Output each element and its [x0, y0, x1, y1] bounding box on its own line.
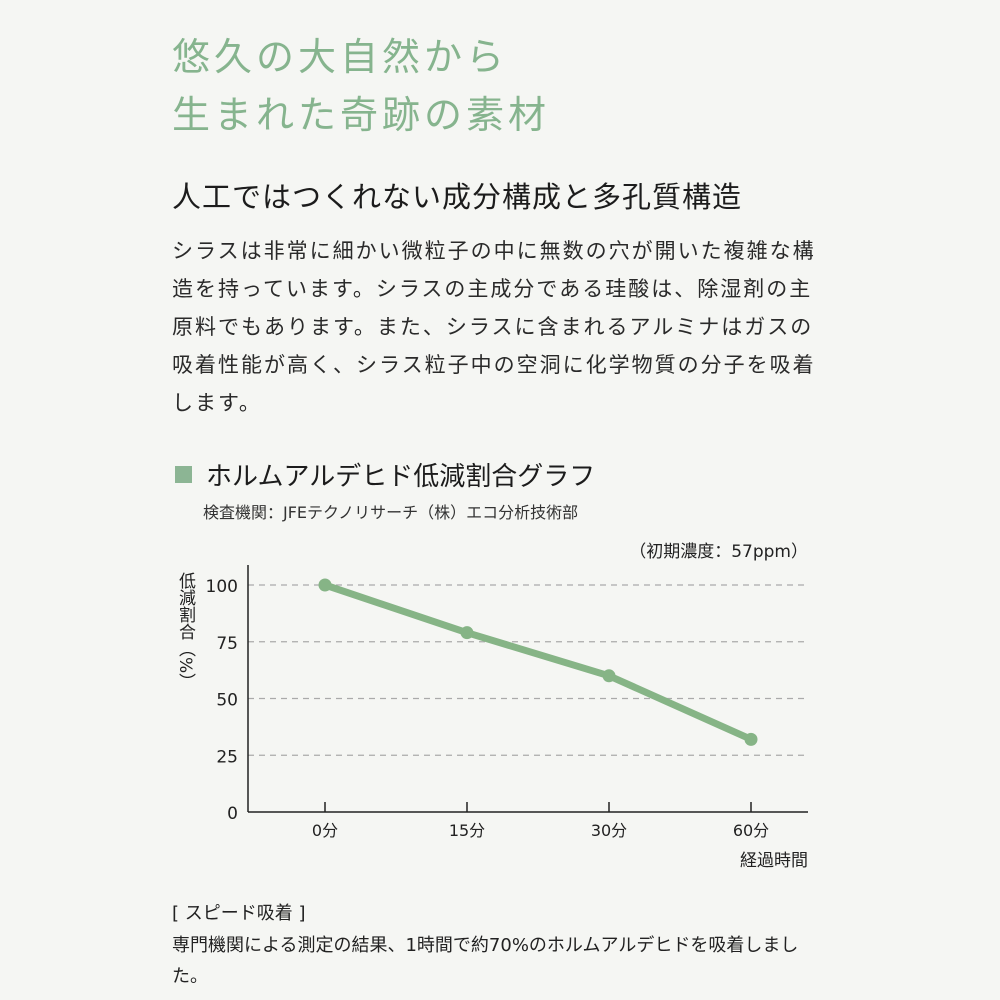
data-point: [744, 732, 758, 746]
test-agency: 検査機関：JFEテクノリサーチ（株）エコ分析技術部: [203, 503, 579, 522]
x-tick-label: 30分: [591, 821, 627, 840]
data-point: [318, 578, 332, 592]
y-tick-label: 100: [206, 577, 238, 597]
square-bullet-icon: [175, 466, 192, 483]
hero-line-2: 生まれた奇跡の素材: [172, 93, 551, 137]
y-tick-label: 25: [216, 747, 238, 767]
y-tick-label: 50: [216, 691, 238, 711]
data-line: [323, 581, 753, 743]
x-tick-label: 0分: [312, 821, 338, 840]
data-point: [602, 669, 616, 683]
chart-annotation: （初期濃度：57ppm）: [629, 542, 808, 562]
y-axis-label: 低減割合（%）: [175, 572, 196, 690]
x-tick-label: 60分: [733, 821, 769, 840]
note-text: 専門機関による測定の結果、1時間で約70%のホルムアルデヒドを吸着しました。: [172, 935, 799, 987]
x-tick-label: 15分: [449, 821, 485, 840]
hero-line-1: 悠久の大自然から: [172, 35, 509, 79]
chart-title-text: ホルムアルデヒド低減割合グラフ: [206, 462, 596, 492]
x-axis-label: 経過時間: [740, 851, 808, 871]
note-heading: [ スピード吸着 ]: [172, 903, 306, 924]
y-tick-label: 75: [216, 634, 238, 654]
chart-title: ホルムアルデヒド低減割合グラフ: [172, 456, 595, 493]
data-point: [460, 626, 474, 640]
body-paragraph: シラスは非常に細かい微粒子の中に無数の穴が開いた複雑な構造を持っています。シラス…: [172, 239, 816, 415]
hero-heading: 悠久の大自然から 生まれた奇跡の素材: [172, 28, 550, 144]
subheading: 人工ではつくれない成分構成と多孔質構造: [172, 180, 743, 214]
y-tick-label: 0: [227, 804, 238, 824]
